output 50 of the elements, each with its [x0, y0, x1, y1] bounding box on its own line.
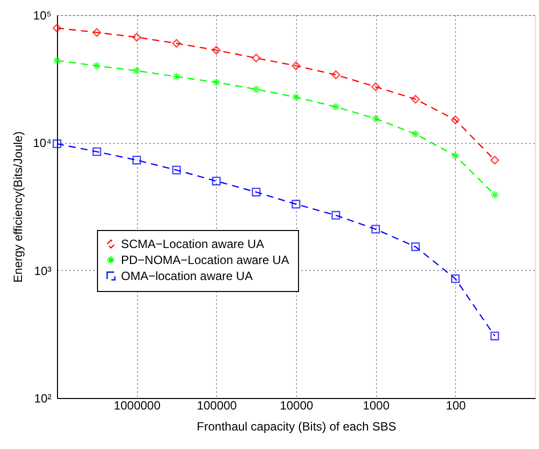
x-tick-label: 1000	[362, 398, 390, 412]
point	[411, 242, 420, 252]
point	[411, 130, 420, 138]
point	[450, 115, 460, 124]
point	[371, 82, 380, 92]
point	[450, 274, 460, 284]
point	[172, 38, 181, 48]
y-tick-label: 10⁵	[33, 8, 52, 22]
point	[292, 200, 300, 208]
x-tick-label: 10000	[280, 398, 314, 412]
point	[252, 84, 261, 94]
point	[450, 151, 460, 160]
legend-label: SCMA−Location aware UA	[121, 237, 264, 251]
point	[212, 46, 221, 55]
point	[371, 114, 380, 124]
point	[52, 56, 62, 65]
y-tick-label: 10⁴	[32, 136, 52, 150]
point	[252, 188, 261, 196]
point	[252, 54, 261, 62]
x-tick-label: 100	[446, 398, 466, 412]
point	[212, 176, 221, 186]
y-tick-label: 10²	[34, 392, 52, 406]
point	[371, 224, 380, 234]
point	[52, 139, 62, 148]
point	[52, 24, 62, 32]
point	[490, 332, 500, 340]
point	[490, 156, 500, 164]
point	[292, 92, 300, 102]
point	[92, 28, 102, 37]
point	[490, 190, 500, 200]
point	[92, 147, 102, 156]
point	[411, 94, 420, 104]
x-tick-label: 1000000	[114, 398, 161, 412]
point	[132, 66, 142, 76]
point	[92, 61, 102, 70]
point	[292, 61, 300, 70]
point	[132, 32, 142, 42]
point	[172, 72, 181, 81]
x-tick-label: 100000	[196, 398, 238, 412]
point	[212, 78, 221, 87]
legend-label: PD−NOMA−Location aware UA	[121, 253, 290, 267]
point	[331, 102, 340, 112]
point	[331, 70, 340, 80]
x-axis-title: Fronthaul capacity (Bits) of each SBS	[196, 420, 396, 434]
point	[132, 156, 142, 164]
point	[331, 210, 340, 220]
point	[172, 166, 181, 174]
y-axis-title: Energy efficiency(Bits/Joule)	[10, 131, 25, 283]
legend-label: OMA−location aware UA	[121, 269, 253, 283]
y-tick-label: 10³	[34, 264, 52, 278]
